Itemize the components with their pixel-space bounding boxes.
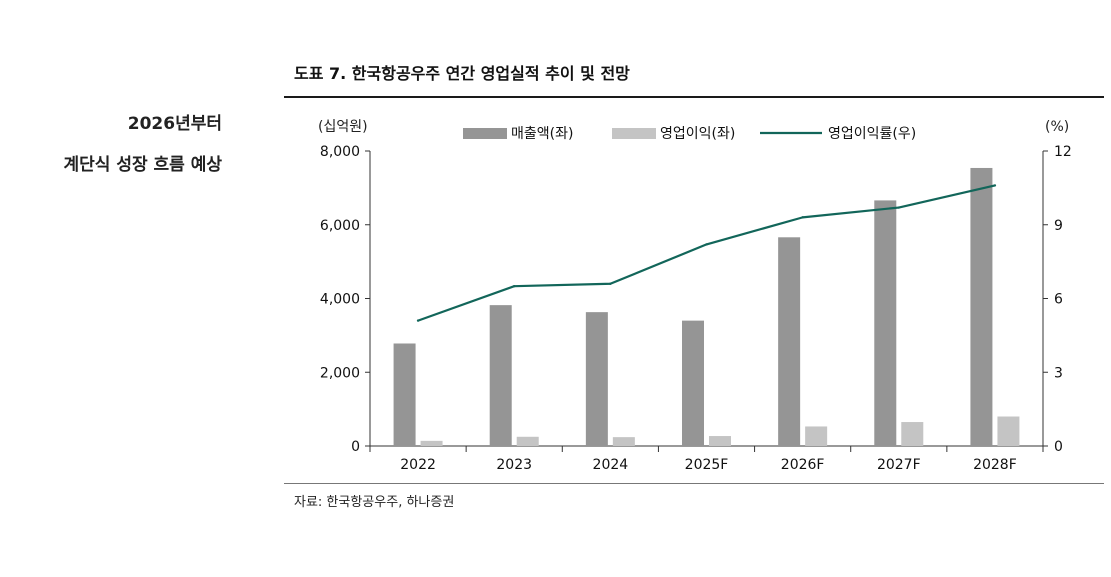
chart-axes xyxy=(365,150,1048,452)
operating-profit-bar xyxy=(805,426,828,446)
legend-label-operating-profit: 영업이익(좌) xyxy=(660,126,735,142)
side-headline: 2026년부터 계단식 성장 흐름 예상 xyxy=(2,104,222,186)
operating-profit-bar xyxy=(709,436,731,446)
x-tick-label: 2023 xyxy=(496,457,532,473)
operating-margin-point xyxy=(513,285,516,288)
x-tick-label: 2024 xyxy=(593,457,629,473)
x-tick-label: 2027F xyxy=(877,457,921,473)
legend-swatch-revenue xyxy=(463,128,507,139)
y-right-tick-label: 9 xyxy=(1054,218,1063,234)
operating-margin-point xyxy=(609,282,612,285)
y-right-unit: (%) xyxy=(1045,119,1069,135)
operating-profit-bar xyxy=(612,437,635,446)
operating-margin-point xyxy=(801,216,804,219)
source-rule xyxy=(284,483,1104,484)
operating-margin-point xyxy=(993,184,997,187)
legend-label-operating-margin: 영업이익률(우) xyxy=(828,126,916,142)
revenue-bar xyxy=(874,200,897,446)
x-tick-label: 2025F xyxy=(685,457,729,473)
operating-margin-line xyxy=(417,184,996,322)
y-right-tick-label: 6 xyxy=(1054,292,1063,308)
revenue-bar xyxy=(970,167,993,446)
legend-label-revenue: 매출액(좌) xyxy=(511,126,573,142)
operating-margin-point xyxy=(705,243,708,246)
y-right-tick-label: 12 xyxy=(1054,144,1072,160)
operating-profit-bar xyxy=(901,422,924,446)
legend-swatch-operating-profit xyxy=(612,128,656,139)
revenue-bar xyxy=(393,343,416,446)
operating-profit-bar xyxy=(516,436,539,446)
title-rule xyxy=(284,96,1104,98)
source-note: 자료: 한국항공우주, 하나증권 xyxy=(294,495,455,510)
side-headline-line2: 계단식 성장 흐름 예상 xyxy=(63,155,222,175)
y-left-tick-label: 0 xyxy=(351,439,360,455)
operating-margin-point xyxy=(897,206,900,209)
revenue-bar xyxy=(682,320,704,446)
chart-labels: 8,000 6,000 4,000 2,000 0 12 9 6 3 0 2022 2023 2024 2… xyxy=(318,119,1072,473)
y-left-tick-label: 2,000 xyxy=(320,365,360,381)
x-tick-label: 2026F xyxy=(781,457,825,473)
y-left-tick-label: 6,000 xyxy=(320,218,360,234)
y-left-tick-label: 4,000 xyxy=(320,292,360,308)
operating-profit-bar xyxy=(420,440,443,446)
y-left-unit: (십억원) xyxy=(318,119,368,135)
operating-profit-bar xyxy=(997,416,1020,446)
figure-title: 도표 7. 한국항공우주 연간 영업실적 추이 및 전망 xyxy=(294,64,630,83)
chart-legend: 매출액(좌) 영업이익(좌) 영업이익률(우) xyxy=(463,126,916,142)
chart-bars xyxy=(393,167,1020,446)
revenue-bar xyxy=(585,312,608,446)
chart-line xyxy=(416,184,997,322)
y-left-tick-label: 8,000 xyxy=(320,144,360,160)
revenue-bar xyxy=(778,237,801,446)
x-tick-label: 2022 xyxy=(400,457,436,473)
operating-margin-point xyxy=(416,319,420,322)
x-tick-label: 2028F xyxy=(973,457,1017,473)
y-right-tick-label: 3 xyxy=(1054,365,1063,381)
revenue-bar xyxy=(489,305,512,446)
y-right-tick-label: 0 xyxy=(1054,439,1063,455)
side-headline-line1: 2026년부터 xyxy=(127,114,222,134)
